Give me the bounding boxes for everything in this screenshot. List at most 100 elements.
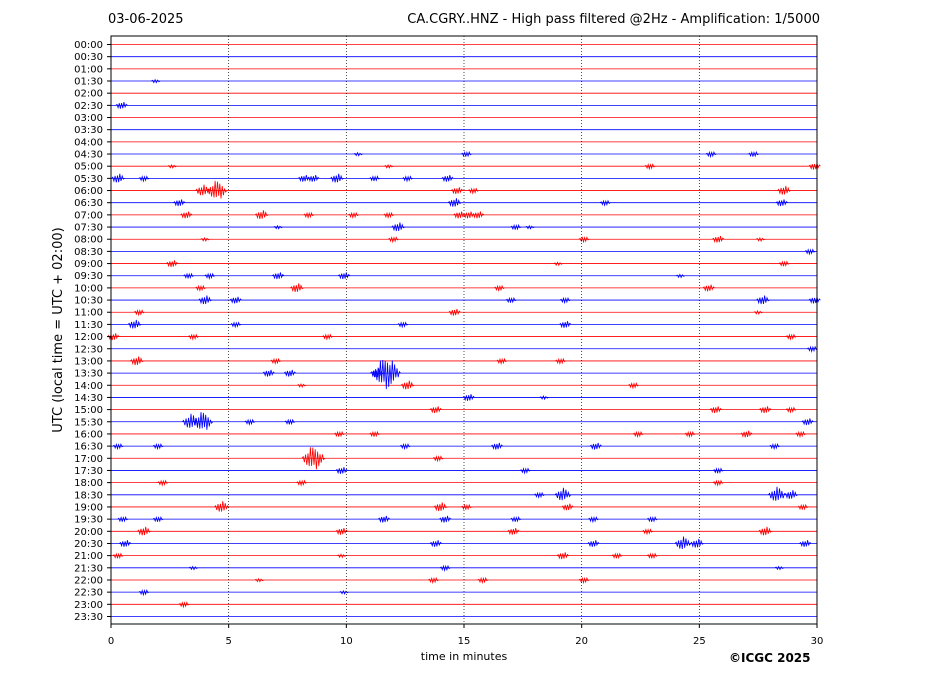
seismic-event — [690, 538, 704, 548]
row-time-label: 07:00 — [74, 210, 103, 221]
seismic-event — [759, 406, 772, 414]
seismic-event — [461, 150, 472, 158]
seismic-event — [510, 223, 522, 231]
seismic-event — [188, 565, 198, 571]
seismic-event — [468, 187, 479, 195]
seismic-event — [774, 565, 784, 571]
row-time-label: 21:00 — [74, 551, 103, 562]
seismic-event — [554, 487, 572, 501]
x-tick-label: 30 — [811, 636, 824, 647]
seismic-event — [496, 357, 508, 366]
row-time-label: 11:30 — [74, 320, 103, 331]
row-time-label: 10:00 — [74, 283, 103, 294]
row-time-label: 08:30 — [74, 247, 103, 258]
seismic-event — [204, 272, 216, 280]
seismic-event — [775, 199, 788, 207]
seismic-event — [461, 503, 472, 511]
seismic-event — [297, 382, 307, 388]
row-time-label: 15:30 — [74, 417, 103, 428]
row-time-label: 14:30 — [74, 393, 103, 404]
row-time-label: 12:00 — [74, 332, 103, 343]
seismic-event — [384, 163, 394, 169]
seismic-event — [785, 333, 797, 341]
seismic-event — [195, 184, 211, 196]
seismic-event — [493, 284, 505, 293]
seismic-event — [283, 369, 296, 377]
x-tick-label: 25 — [693, 636, 706, 647]
row-time-label: 06:00 — [74, 186, 103, 197]
seismic-event — [439, 564, 451, 572]
row-time-label: 19:30 — [74, 515, 103, 526]
seismic-event — [705, 150, 717, 159]
seismic-event — [198, 295, 212, 305]
row-time-label: 20:00 — [74, 527, 103, 538]
seismic-event — [441, 175, 454, 183]
seismic-event — [642, 528, 653, 536]
seismic-event — [322, 333, 333, 341]
seismic-event — [450, 187, 463, 195]
seismic-event — [397, 321, 409, 329]
seismic-event — [808, 296, 821, 304]
seismic-event — [119, 540, 132, 548]
seismic-event — [112, 442, 124, 451]
x-tick-label: 10 — [340, 636, 353, 647]
seismic-event — [151, 78, 161, 84]
seismic-event — [559, 296, 571, 305]
row-time-label: 16:30 — [74, 442, 103, 453]
seismic-event — [262, 369, 275, 377]
seismic-event — [712, 235, 725, 243]
seismic-event — [152, 442, 164, 451]
seismic-event — [173, 199, 186, 207]
seismic-event — [337, 553, 347, 559]
seismic-event — [709, 406, 722, 414]
seismic-event — [804, 248, 816, 256]
row-time-label: 02:30 — [74, 101, 103, 112]
seismic-event — [447, 198, 462, 207]
seismic-event — [400, 380, 415, 390]
row-time-label: 23:30 — [74, 612, 103, 623]
seismic-event — [107, 333, 120, 341]
seismic-event — [335, 467, 348, 475]
seismic-event — [353, 151, 363, 157]
seismic-event — [383, 211, 395, 220]
seismic-event — [462, 211, 475, 219]
seismic-event — [192, 412, 214, 430]
seismic-event — [152, 515, 164, 523]
row-time-label: 21:30 — [74, 563, 103, 574]
seismic-event — [188, 333, 199, 341]
row-time-label: 03:00 — [74, 113, 103, 124]
seismic-event — [533, 491, 545, 499]
seismic-event — [303, 211, 315, 220]
vertical-gridlines — [228, 36, 700, 624]
x-tick-label: 0 — [108, 636, 114, 647]
seismic-event — [553, 261, 563, 267]
seismic-event — [183, 272, 195, 280]
seismic-event — [777, 185, 791, 195]
seismic-event — [180, 211, 193, 219]
seismic-event — [296, 479, 307, 487]
row-time-label: 13:30 — [74, 369, 103, 380]
x-tick-label: 20 — [575, 636, 588, 647]
x-axis-ticks: 0 5 10 15 20 25 30 — [108, 624, 824, 647]
row-time-label: 09:30 — [74, 271, 103, 282]
seismic-event — [795, 430, 806, 439]
seismic-event — [525, 224, 535, 230]
seismic-event — [510, 515, 522, 523]
row-time-label: 01:00 — [74, 64, 103, 75]
seismic-event — [587, 540, 600, 548]
seismic-event — [578, 236, 590, 244]
row-time-label: 04:00 — [74, 137, 103, 148]
seismic-event — [270, 357, 282, 366]
seismic-event — [284, 418, 296, 426]
seismic-event — [755, 236, 766, 242]
seismic-event — [808, 162, 821, 170]
seismic-event — [753, 309, 763, 315]
seismic-event — [433, 502, 448, 512]
seismic-event — [127, 319, 142, 329]
seismic-event — [339, 589, 349, 595]
seismic-event — [214, 501, 230, 512]
x-axis-label: time in minutes — [421, 650, 508, 663]
seismic-events — [107, 78, 821, 609]
seismic-event — [611, 552, 623, 560]
